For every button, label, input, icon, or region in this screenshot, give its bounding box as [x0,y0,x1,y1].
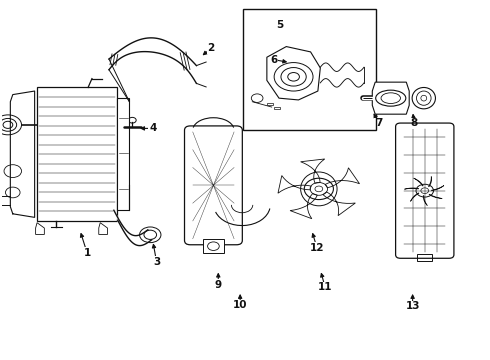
Polygon shape [372,82,409,114]
Text: 4: 4 [149,123,156,134]
Bar [417,254,432,261]
Text: 12: 12 [310,243,324,253]
Text: 5: 5 [276,20,284,30]
Polygon shape [114,210,152,246]
Bar [274,107,280,109]
Bar [243,9,376,130]
Text: 8: 8 [411,118,417,128]
Text: 3: 3 [153,257,160,267]
Text: 10: 10 [233,300,247,310]
Bar [37,87,117,221]
Text: 6: 6 [270,55,278,65]
Ellipse shape [412,87,436,109]
Polygon shape [109,38,196,84]
Bar [267,103,273,105]
Polygon shape [10,91,35,217]
Text: 1: 1 [83,248,91,258]
Text: 2: 2 [207,43,215,53]
Text: 11: 11 [318,283,332,292]
Text: 9: 9 [215,280,222,290]
Bar [117,98,129,210]
Text: 7: 7 [375,118,382,128]
Bar [203,239,224,253]
Text: 13: 13 [405,301,420,311]
